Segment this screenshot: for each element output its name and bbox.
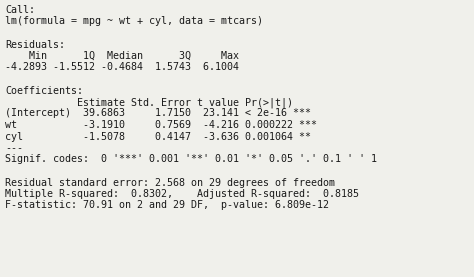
Text: (Intercept)  39.6863     1.7150  23.141 < 2e-16 ***: (Intercept) 39.6863 1.7150 23.141 < 2e-1… [5,109,311,119]
Text: Min      1Q  Median      3Q     Max: Min 1Q Median 3Q Max [5,51,239,61]
Text: wt           -3.1910     0.7569  -4.216 0.000222 ***: wt -3.1910 0.7569 -4.216 0.000222 *** [5,120,317,130]
Text: F-statistic: 70.91 on 2 and 29 DF,  p-value: 6.809e-12: F-statistic: 70.91 on 2 and 29 DF, p-val… [5,201,329,211]
Text: Coefficients:: Coefficients: [5,86,83,96]
Text: Residuals:: Residuals: [5,40,65,50]
Text: ---: --- [5,143,23,153]
Text: Call:: Call: [5,5,35,15]
Text: lm(formula = mpg ~ wt + cyl, data = mtcars): lm(formula = mpg ~ wt + cyl, data = mtca… [5,17,263,27]
Text: Multiple R-squared:  0.8302,    Adjusted R-squared:  0.8185: Multiple R-squared: 0.8302, Adjusted R-s… [5,189,359,199]
Text: cyl          -1.5078     0.4147  -3.636 0.001064 **: cyl -1.5078 0.4147 -3.636 0.001064 ** [5,132,317,142]
Text: -4.2893 -1.5512 -0.4684  1.5743  6.1004: -4.2893 -1.5512 -0.4684 1.5743 6.1004 [5,63,239,73]
Text: Signif. codes:  0 '***' 0.001 '**' 0.01 '*' 0.05 '.' 0.1 ' ' 1: Signif. codes: 0 '***' 0.001 '**' 0.01 '… [5,155,377,165]
Text: Residual standard error: 2.568 on 29 degrees of freedom: Residual standard error: 2.568 on 29 deg… [5,178,335,188]
Text: Estimate Std. Error t value Pr(>|t|): Estimate Std. Error t value Pr(>|t|) [5,97,317,107]
